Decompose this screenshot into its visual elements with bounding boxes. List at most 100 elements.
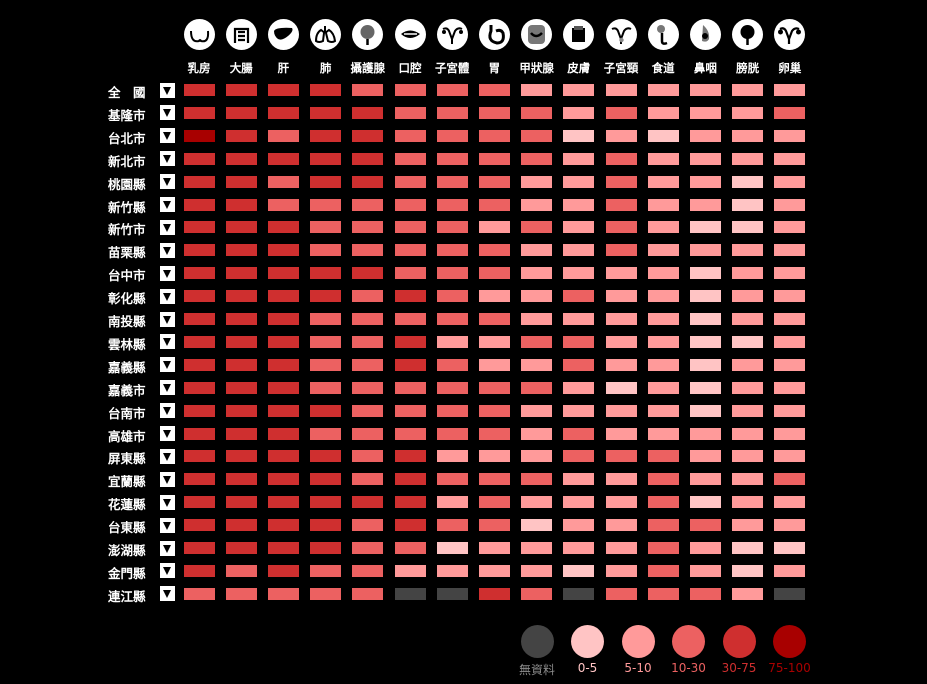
expand-toggle-button[interactable] — [160, 403, 175, 419]
heatmap-cell — [267, 564, 299, 577]
heatmap-cell — [563, 290, 595, 303]
heatmap-cell — [521, 244, 553, 257]
expand-toggle-button[interactable] — [160, 380, 175, 396]
heatmap-cell — [352, 496, 384, 509]
expand-toggle-button[interactable] — [160, 494, 175, 510]
thyroid-icon — [521, 19, 553, 50]
expand-toggle-button[interactable] — [160, 471, 175, 487]
heatmap-cell — [774, 244, 806, 257]
heatmap-cell — [183, 244, 215, 257]
heatmap-cell — [521, 404, 553, 417]
heatmap-cell — [605, 519, 637, 532]
region-label: 屏東縣 — [108, 451, 146, 467]
heatmap-cell — [352, 381, 384, 394]
heatmap-cell — [352, 358, 384, 371]
heatmap-cell — [478, 267, 510, 280]
expand-toggle-button[interactable] — [160, 540, 175, 556]
heatmap-cell — [352, 106, 384, 119]
heatmap-cell — [689, 519, 721, 532]
heatmap-cell — [647, 152, 679, 165]
expand-toggle-button[interactable] — [160, 586, 175, 602]
expand-toggle-button[interactable] — [160, 265, 175, 281]
region-label: 桃園縣 — [108, 176, 146, 192]
heatmap-cell — [310, 152, 342, 165]
heatmap-cell — [774, 381, 806, 394]
heatmap-cell — [774, 335, 806, 348]
heatmap-cell — [267, 335, 299, 348]
heatmap-cell — [689, 335, 721, 348]
heatmap-cell — [436, 450, 468, 463]
region-label: 澎湖縣 — [108, 543, 146, 558]
category-label: 膀胱 — [736, 61, 760, 75]
heatmap-cell — [478, 84, 510, 96]
heatmap-cell — [310, 106, 342, 119]
heatmap-cell — [605, 313, 637, 325]
expand-toggle-button[interactable] — [160, 334, 175, 350]
heatmap-cell — [310, 358, 342, 371]
expand-toggle-button[interactable] — [160, 563, 175, 579]
heatmap-cell — [563, 84, 595, 96]
heatmap-cell — [478, 221, 510, 234]
legend-label: 10-30 — [671, 661, 706, 675]
heatmap-cell — [183, 129, 215, 142]
heatmap-cell — [310, 221, 342, 234]
expand-toggle-button[interactable] — [160, 82, 175, 98]
heatmap-cell — [563, 358, 595, 371]
heatmap-cell — [436, 381, 468, 394]
heatmap-cell — [521, 450, 553, 463]
heatmap-cell — [183, 587, 215, 600]
legend-swatch — [672, 625, 705, 658]
expand-toggle-button[interactable] — [160, 311, 175, 327]
heatmap-cell — [732, 221, 764, 234]
heatmap-cell — [689, 175, 721, 188]
heatmap-cell — [394, 519, 426, 532]
heatmap-cell — [394, 198, 426, 211]
expand-toggle-button[interactable] — [160, 448, 175, 464]
heatmap-cell — [225, 381, 257, 394]
heatmap-cell — [647, 313, 679, 325]
heatmap-cell — [436, 542, 468, 554]
expand-toggle-button[interactable] — [160, 426, 175, 441]
heatmap-cell — [647, 106, 679, 119]
uterus-icon — [436, 19, 468, 50]
heatmap-cell — [689, 450, 721, 463]
heatmap-cell — [267, 290, 299, 303]
heatmap-cell — [310, 519, 342, 532]
heatmap-cell — [352, 267, 384, 280]
heatmap-cell — [267, 519, 299, 532]
heatmap-cell — [478, 129, 510, 142]
heatmap-cell — [436, 106, 468, 119]
heatmap-cell — [521, 84, 553, 96]
heatmap-cell — [521, 587, 553, 600]
expand-toggle-button[interactable] — [160, 197, 175, 212]
heatmap-cell — [225, 244, 257, 257]
expand-toggle-button[interactable] — [160, 128, 175, 144]
heatmap-cell — [183, 106, 215, 119]
expand-toggle-button[interactable] — [160, 174, 175, 190]
region-label: 彰化縣 — [108, 291, 146, 307]
heatmap-cell — [436, 473, 468, 486]
heatmap-cell — [394, 313, 426, 325]
heatmap-cell — [689, 152, 721, 165]
heatmap-cell — [225, 542, 257, 554]
heatmap-cell — [521, 152, 553, 165]
expand-toggle-button[interactable] — [160, 105, 175, 121]
heatmap-cell — [394, 290, 426, 303]
expand-toggle-button[interactable] — [160, 288, 175, 304]
skin-icon — [563, 19, 595, 50]
heatmap-cell — [605, 244, 637, 257]
expand-toggle-button[interactable] — [160, 151, 175, 167]
expand-toggle-button[interactable] — [160, 242, 175, 258]
heatmap-cell — [183, 152, 215, 165]
heatmap-cell — [225, 587, 257, 600]
heatmap-cell — [183, 381, 215, 394]
expand-toggle-button[interactable] — [160, 357, 175, 373]
expand-toggle-button[interactable] — [160, 219, 175, 235]
heatmap-cell — [183, 358, 215, 371]
heatmap-cell — [352, 198, 384, 211]
heatmap-cell — [689, 221, 721, 234]
expand-toggle-button[interactable] — [160, 517, 175, 533]
heatmap-cell — [225, 496, 257, 509]
heatmap-cell — [563, 519, 595, 532]
region-label: 全 國 — [108, 85, 146, 100]
